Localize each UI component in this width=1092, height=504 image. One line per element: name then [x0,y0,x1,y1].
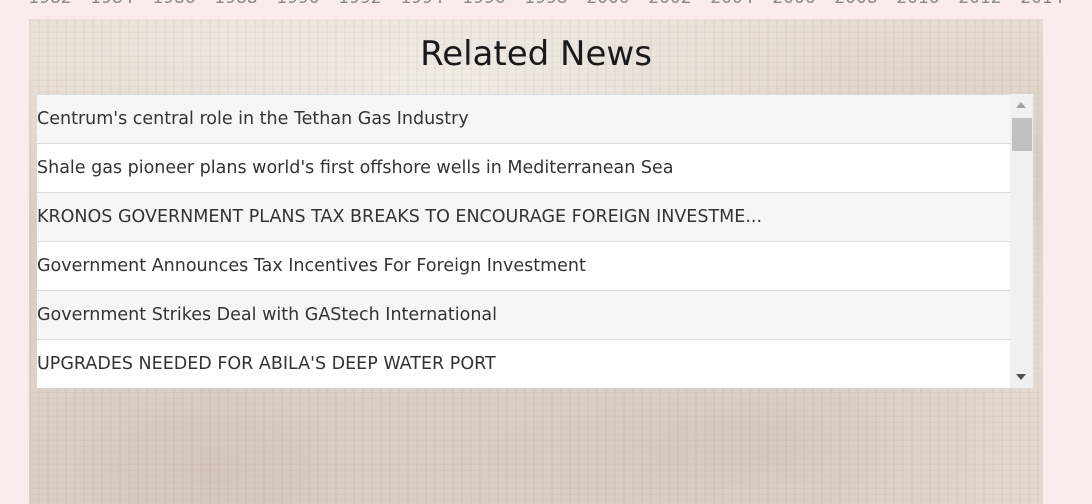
news-item[interactable]: KRONOS GOVERNMENT PLANS TAX BREAKS TO EN… [37,192,1010,241]
timeline-tick: 1994 [396,0,448,8]
news-items: Centrum's central role in the Tethan Gas… [37,94,1010,388]
news-item[interactable]: UPGRADES NEEDED FOR ABILA'S DEEP WATER P… [37,339,1010,388]
timeline-tick: 1992 [334,0,386,8]
news-item[interactable]: Centrum's central role in the Tethan Gas… [37,94,1010,143]
timeline-tick: 2004 [706,0,758,8]
timeline-tick: 2012 [954,0,1006,8]
news-item[interactable]: Government Strikes Deal with GAStech Int… [37,290,1010,339]
timeline-tick: 2010 [892,0,944,8]
timeline-tick: 2000 [582,0,634,8]
scroll-thumb[interactable] [1012,118,1032,151]
timeline-tick: 1986 [148,0,200,8]
timeline-axis: 1982 1984 1986 1988 1990 1992 1994 1996 … [24,0,1064,8]
news-list[interactable]: Centrum's central role in the Tethan Gas… [37,94,1033,388]
scroll-down-arrow-icon[interactable] [1016,374,1026,380]
timeline-tick: 1984 [86,0,138,8]
related-news-panel: Related News Centrum's central role in t… [29,19,1043,504]
vertical-scrollbar[interactable] [1010,94,1033,388]
timeline-tick: 2002 [644,0,696,8]
news-item[interactable]: Shale gas pioneer plans world's first of… [37,143,1010,192]
timeline-tick: 2008 [830,0,882,8]
timeline-tick: 1990 [272,0,324,8]
news-item[interactable]: Government Announces Tax Incentives For … [37,241,1010,290]
panel-title: Related News [420,34,652,74]
scroll-up-arrow-icon[interactable] [1016,102,1026,108]
timeline-tick: 2006 [768,0,820,8]
timeline-tick: 1988 [210,0,262,8]
timeline-tick: 1996 [458,0,510,8]
timeline-tick: 1998 [520,0,572,8]
timeline-tick: 1982 [24,0,76,8]
timeline-tick: 2014 [1016,0,1064,8]
